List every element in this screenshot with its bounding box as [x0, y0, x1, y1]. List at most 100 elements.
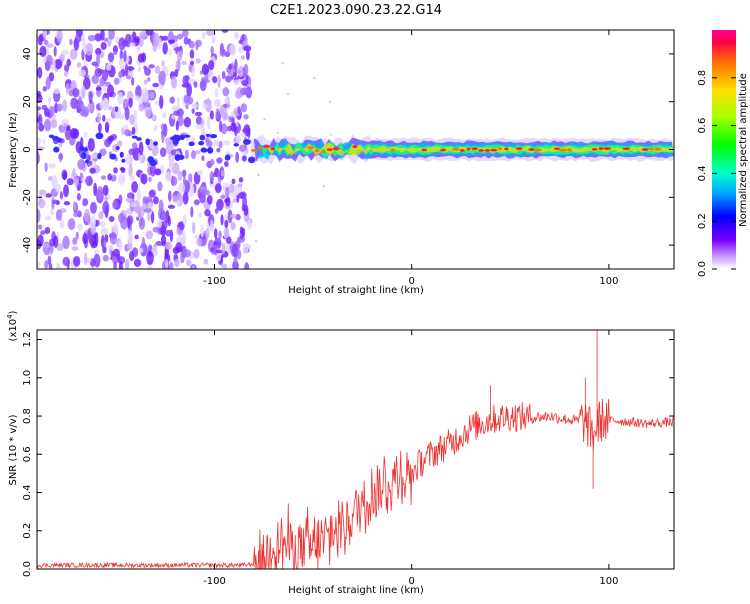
noise-cell	[93, 182, 98, 197]
noise-cell	[42, 243, 50, 249]
noise-cell	[53, 235, 59, 248]
noise-cell	[87, 34, 96, 42]
noise-cell	[89, 215, 96, 228]
noise-cell	[238, 65, 244, 78]
noise-cell	[209, 171, 215, 183]
noise-cell	[165, 229, 172, 237]
noise-cell	[120, 167, 126, 174]
noise-cell	[117, 212, 126, 223]
noise-cell	[182, 191, 189, 205]
noise-cell	[108, 30, 115, 40]
y-tick-label: 0.4	[22, 485, 33, 501]
noise-cell	[220, 123, 228, 135]
noise-cell	[126, 208, 132, 214]
noise-cell	[220, 194, 226, 199]
noise-cell	[240, 132, 246, 138]
noise-cell	[95, 132, 104, 140]
spectrogram-xlabel: Height of straight line (km)	[288, 285, 424, 296]
noise-cell	[149, 163, 156, 177]
noise-cell	[106, 63, 112, 71]
noise-cell	[137, 53, 145, 63]
noise-cell	[48, 134, 55, 139]
noise-cell	[97, 122, 102, 133]
noise-cell	[201, 155, 205, 161]
noise-cell	[59, 191, 64, 200]
noise-cell	[133, 110, 138, 124]
noise-cell	[127, 230, 133, 244]
noise-cell	[70, 81, 76, 91]
noise-cell	[78, 69, 87, 77]
snr-ticks: -100 0 100 0.0 0.2 0.4 0.6 0.8 1.0 1.2	[22, 330, 674, 587]
x-tick-label: 100	[599, 276, 618, 287]
noise-cell	[156, 219, 162, 229]
noise-cell	[140, 173, 148, 185]
signal-peak	[641, 148, 649, 151]
noise-cell	[98, 210, 104, 220]
noise-cell	[190, 206, 194, 218]
signal-peak	[603, 147, 612, 151]
colorbar-gradient	[712, 30, 736, 269]
noise-cell	[103, 37, 109, 42]
noise-cell	[63, 200, 71, 206]
noise-cell	[117, 91, 124, 105]
noise-cell	[52, 136, 60, 141]
noise-cell	[159, 95, 164, 109]
noise-cell	[56, 243, 64, 251]
noise-cell	[82, 38, 87, 53]
noise-cell	[233, 256, 238, 264]
noise-cell	[241, 155, 247, 162]
noise-cell	[103, 97, 110, 109]
noise-cell	[93, 253, 101, 268]
y-tick-label: -40	[22, 237, 33, 253]
noise-cell	[239, 226, 244, 234]
noise-cell	[224, 186, 230, 198]
signal-peak	[314, 149, 320, 153]
noise-cell	[224, 97, 229, 104]
noise-cell	[214, 87, 219, 98]
noise-cell	[117, 174, 126, 185]
noise-cell	[87, 103, 92, 110]
noise-cell	[72, 237, 78, 245]
noise-cell	[209, 110, 214, 120]
noise-cell	[55, 183, 62, 193]
noise-cell	[72, 167, 76, 178]
noise-cell	[244, 262, 250, 269]
noise-cell	[286, 92, 290, 96]
signal-peak	[649, 147, 654, 151]
noise-cell	[148, 176, 152, 182]
noise-cell	[119, 151, 124, 158]
noise-cell	[221, 30, 229, 33]
noise-cell	[97, 68, 105, 74]
noise-cell	[102, 245, 107, 254]
noise-cell	[83, 208, 90, 223]
noise-cell	[181, 60, 187, 65]
noise-cell	[234, 31, 240, 40]
noise-cell	[176, 199, 181, 206]
signal-peak	[559, 148, 568, 152]
noise-cell	[230, 122, 237, 132]
noise-cell	[77, 96, 83, 110]
noise-cell	[247, 156, 256, 164]
noise-cell	[115, 145, 120, 151]
noise-cell	[79, 146, 85, 151]
noise-cell	[158, 70, 166, 85]
noise-cell	[76, 210, 82, 218]
signal-peak	[497, 147, 503, 151]
noise-cell	[172, 195, 177, 204]
noise-cell	[221, 242, 226, 255]
noise-cell	[165, 241, 172, 251]
noise-cell	[82, 198, 89, 207]
noise-cell	[206, 116, 211, 129]
noise-cell	[213, 100, 221, 108]
noise-cell	[73, 255, 81, 267]
x-tick-label: 0	[409, 576, 415, 587]
noise-cell	[191, 65, 196, 78]
noise-cell	[144, 67, 152, 76]
noise-cell	[95, 47, 102, 56]
noise-cell	[126, 215, 134, 225]
noise-cell	[37, 150, 40, 164]
noise-cell	[168, 49, 172, 56]
noise-cell	[37, 146, 45, 152]
noise-cell	[42, 138, 46, 144]
signal-peak	[352, 145, 358, 148]
